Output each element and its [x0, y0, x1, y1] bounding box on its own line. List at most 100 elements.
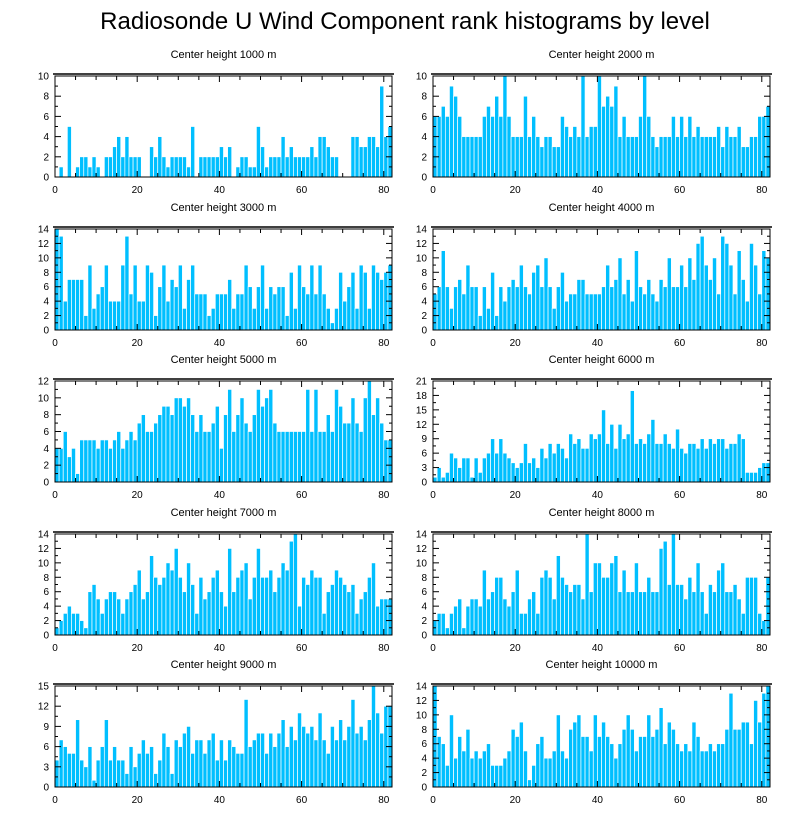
- histogram-bar: [683, 136, 689, 178]
- histogram-bar: [116, 136, 122, 178]
- histogram-bar: [740, 146, 746, 178]
- histogram-bar: [239, 569, 245, 636]
- histogram-bar: [650, 736, 656, 788]
- histogram-bar: [342, 300, 348, 331]
- histogram-bar: [239, 156, 245, 178]
- histogram-bar: [576, 136, 582, 178]
- histogram-bar: [99, 613, 105, 636]
- histogram-bar: [206, 156, 212, 178]
- histogram-bar: [235, 414, 241, 483]
- histogram-bar: [157, 584, 163, 636]
- histogram-bar: [325, 414, 331, 483]
- histogram-bar: [732, 584, 738, 636]
- histogram-bar: [638, 736, 643, 788]
- histogram-bar: [366, 136, 372, 178]
- y-tick-label: 2: [43, 311, 49, 322]
- histogram-bar: [112, 591, 118, 636]
- y-tick-label: 8: [421, 725, 427, 736]
- histogram-bar: [362, 271, 368, 331]
- histogram-bar: [325, 308, 331, 331]
- histogram-bar: [654, 591, 660, 636]
- histogram-bar: [761, 250, 767, 331]
- histogram-bar: [486, 743, 491, 788]
- histogram-bar: [535, 743, 541, 788]
- histogram-bar: [744, 576, 750, 636]
- histogram-bar: [157, 759, 163, 788]
- histogram-bar: [560, 271, 565, 331]
- histogram-bar: [149, 146, 154, 178]
- histogram-bar: [547, 576, 553, 636]
- x-tick-label: 80: [756, 185, 768, 196]
- histogram-bar: [79, 759, 85, 788]
- histogram-bar: [103, 719, 109, 788]
- histogram-bar: [247, 431, 253, 483]
- histogram-bar: [379, 279, 385, 331]
- histogram-bar: [736, 126, 742, 178]
- histogram-bar: [490, 116, 496, 178]
- x-tick-label: 20: [132, 490, 144, 501]
- histogram-bar: [707, 584, 713, 636]
- histogram-bar: [695, 243, 701, 331]
- y-tick-label: 6: [43, 427, 49, 438]
- histogram-bar: [531, 591, 537, 636]
- histogram-bar: [75, 613, 81, 636]
- histogram-bar: [83, 315, 89, 331]
- histogram-bar: [490, 438, 496, 483]
- histogram-bar: [173, 156, 179, 178]
- histogram-bar: [658, 548, 664, 636]
- histogram-bar: [91, 779, 97, 788]
- histogram-bar: [149, 555, 154, 636]
- histogram-bar: [161, 264, 167, 331]
- histogram-bar: [260, 732, 265, 788]
- y-tick-label: 0: [43, 783, 49, 794]
- histogram-bar: [457, 736, 463, 788]
- histogram-bar: [625, 279, 631, 331]
- histogram-bar: [720, 562, 726, 636]
- histogram-bar: [194, 431, 200, 483]
- histogram-bar: [576, 438, 582, 483]
- histogram-bar: [691, 279, 697, 331]
- histogram-bar: [728, 591, 734, 636]
- histogram-bar: [662, 540, 668, 636]
- histogram-panel-8: Center height 8000 m 0 20 40 60 80 0 2 4 6 8 10 12 14: [416, 507, 772, 654]
- histogram-bar: [539, 447, 545, 483]
- x-tick-label: 40: [214, 490, 226, 501]
- histogram-bar: [83, 156, 89, 178]
- x-tick-label: 20: [510, 795, 522, 806]
- histogram-bar: [309, 726, 315, 788]
- histogram-bar: [227, 146, 233, 178]
- histogram-bar: [580, 736, 586, 788]
- histogram-bar: [683, 743, 689, 788]
- y-tick-label: 10: [38, 393, 50, 404]
- histogram-bar: [588, 126, 594, 178]
- histogram-bar: [366, 719, 372, 788]
- histogram-bar: [362, 739, 368, 788]
- y-tick-label: 0: [421, 631, 427, 642]
- histogram-bar: [707, 743, 713, 788]
- histogram-bar: [140, 598, 146, 636]
- histogram-bar: [186, 397, 191, 483]
- histogram-bar: [214, 156, 220, 178]
- histogram-bar: [703, 750, 709, 788]
- histogram-bar: [173, 397, 179, 483]
- histogram-bar: [366, 576, 372, 636]
- histogram-bar: [572, 721, 578, 788]
- histogram-bar: [498, 286, 504, 331]
- histogram-bar: [350, 584, 356, 636]
- histogram-bar: [276, 732, 282, 788]
- histogram-bar: [297, 605, 302, 636]
- x-tick-label: 60: [296, 795, 308, 806]
- histogram-bar: [580, 279, 586, 331]
- histogram-bar: [547, 757, 553, 788]
- histogram-bar: [87, 746, 93, 788]
- histogram-bar: [305, 389, 311, 483]
- histogram-bar: [169, 414, 175, 483]
- histogram-bar: [634, 750, 639, 788]
- y-tick-label: 14: [38, 530, 50, 541]
- histogram-bar: [568, 293, 574, 331]
- y-tick-label: 18: [416, 391, 428, 402]
- histogram-bar: [601, 409, 606, 483]
- histogram-bar: [116, 598, 122, 636]
- histogram-bar: [703, 136, 709, 178]
- histogram-bar: [79, 156, 85, 178]
